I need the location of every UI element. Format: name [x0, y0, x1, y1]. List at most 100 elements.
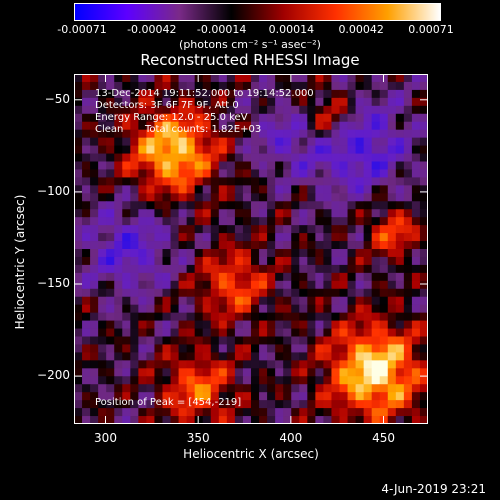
heatmap-cell	[371, 296, 381, 306]
heatmap-cell	[315, 304, 324, 314]
heatmap-cell	[387, 272, 397, 282]
heatmap-cell	[226, 256, 236, 266]
heatmap-cell	[210, 225, 220, 234]
heatmap-cell	[162, 400, 171, 409]
heatmap-cell	[363, 81, 373, 91]
heatmap-cell	[114, 225, 123, 234]
heatmap-cell	[242, 74, 252, 83]
heatmap-cell	[291, 392, 300, 401]
heatmap-cell	[251, 129, 260, 139]
heatmap-cell	[371, 304, 381, 314]
heatmap-cell	[387, 344, 397, 353]
heatmap-cell	[331, 352, 340, 361]
heatmap-cell	[218, 320, 228, 329]
heatmap-cell	[194, 113, 204, 123]
heatmap-cell	[339, 328, 348, 337]
heatmap-cell	[130, 105, 139, 115]
heatmap-cell	[355, 137, 365, 146]
heatmap-cell	[307, 161, 316, 170]
heatmap-cell	[234, 352, 244, 361]
heatmap-cell	[299, 320, 308, 329]
annotation-peak-position: Position of Peak = [454,-219]	[95, 397, 242, 408]
heatmap-cell	[90, 400, 99, 409]
heatmap-cell	[307, 376, 316, 385]
y-tick-label: −50	[44, 91, 70, 106]
heatmap-cell	[210, 256, 220, 266]
heatmap-cell	[162, 217, 171, 226]
heatmap-cell	[122, 217, 131, 226]
heatmap-cell	[347, 201, 356, 210]
heatmap-cell	[379, 264, 389, 274]
heatmap-cell	[106, 81, 115, 91]
heatmap-cell	[170, 177, 179, 186]
heatmap-cell	[154, 288, 163, 298]
heatmap-cell	[323, 89, 332, 99]
heatmap-cell	[323, 113, 332, 123]
heatmap-cell	[178, 201, 188, 210]
heatmap-cell	[242, 153, 252, 162]
heatmap-cell	[419, 336, 428, 345]
heatmap-cell	[347, 272, 356, 282]
heatmap-cell	[371, 129, 381, 139]
heatmap-cell	[267, 153, 276, 162]
heatmap-cell	[226, 201, 236, 210]
heatmap-cell	[283, 153, 292, 162]
heatmap-cell	[146, 233, 155, 242]
heatmap-cell	[267, 360, 276, 369]
heatmap-cell	[234, 81, 244, 91]
heatmap-cell	[186, 105, 196, 115]
heatmap-cell	[251, 89, 260, 99]
heatmap-cell	[138, 336, 147, 345]
heatmap-cell	[267, 352, 276, 361]
heatmap-cell	[299, 384, 308, 393]
heatmap-cell	[339, 264, 348, 274]
heatmap-cell	[387, 296, 397, 306]
heatmap-cell	[210, 368, 220, 377]
heatmap-cell	[106, 137, 115, 146]
heatmap-cell	[194, 74, 204, 83]
heatmap-cell	[355, 177, 365, 186]
heatmap-cell	[130, 145, 139, 154]
heatmap-cell	[146, 201, 155, 210]
heatmap-cell	[259, 81, 268, 91]
heatmap-cell	[234, 320, 244, 329]
heatmap-cell	[106, 408, 115, 417]
heatmap-cell	[114, 89, 123, 99]
heatmap-cell	[275, 280, 284, 290]
heatmap-cell	[242, 225, 252, 234]
heatmap-cell	[154, 392, 163, 401]
heatmap-cell	[315, 161, 324, 170]
heatmap-cell	[146, 256, 155, 266]
heatmap-cell	[74, 121, 83, 131]
heatmap-cell	[218, 217, 228, 226]
heatmap-cell	[98, 256, 107, 266]
heatmap-cell	[186, 296, 196, 306]
heatmap-cell	[154, 360, 163, 369]
heatmap-cell	[106, 201, 115, 210]
heatmap-cell	[251, 256, 260, 266]
heatmap-cell	[403, 384, 413, 393]
heatmap-cell	[371, 368, 381, 377]
heatmap-cell	[275, 408, 284, 417]
heatmap-cell	[307, 217, 316, 226]
annotation-detectors: Detectors: 3F 6F 7F 9F, Att 0	[95, 100, 239, 111]
heatmap-cell	[74, 352, 83, 361]
heatmap-cell	[194, 225, 204, 234]
heatmap-cell	[395, 169, 405, 178]
heatmap-cell	[154, 312, 163, 321]
heatmap-cell	[363, 384, 373, 393]
heatmap-cell	[387, 264, 397, 274]
heatmap-cell	[234, 161, 244, 170]
heatmap-cell	[299, 89, 308, 99]
heatmap-cell	[411, 288, 421, 298]
heatmap-cell	[114, 288, 123, 298]
heatmap-cell	[379, 384, 389, 393]
heatmap-cell	[74, 368, 83, 377]
colorbar-tick-label: 0.00042	[338, 23, 384, 36]
heatmap-cell	[419, 137, 428, 146]
heatmap-cell	[395, 416, 405, 424]
heatmap-cell	[419, 145, 428, 154]
heatmap-cell	[355, 74, 365, 83]
heatmap-cell	[403, 177, 413, 186]
heatmap-cell	[146, 320, 155, 329]
